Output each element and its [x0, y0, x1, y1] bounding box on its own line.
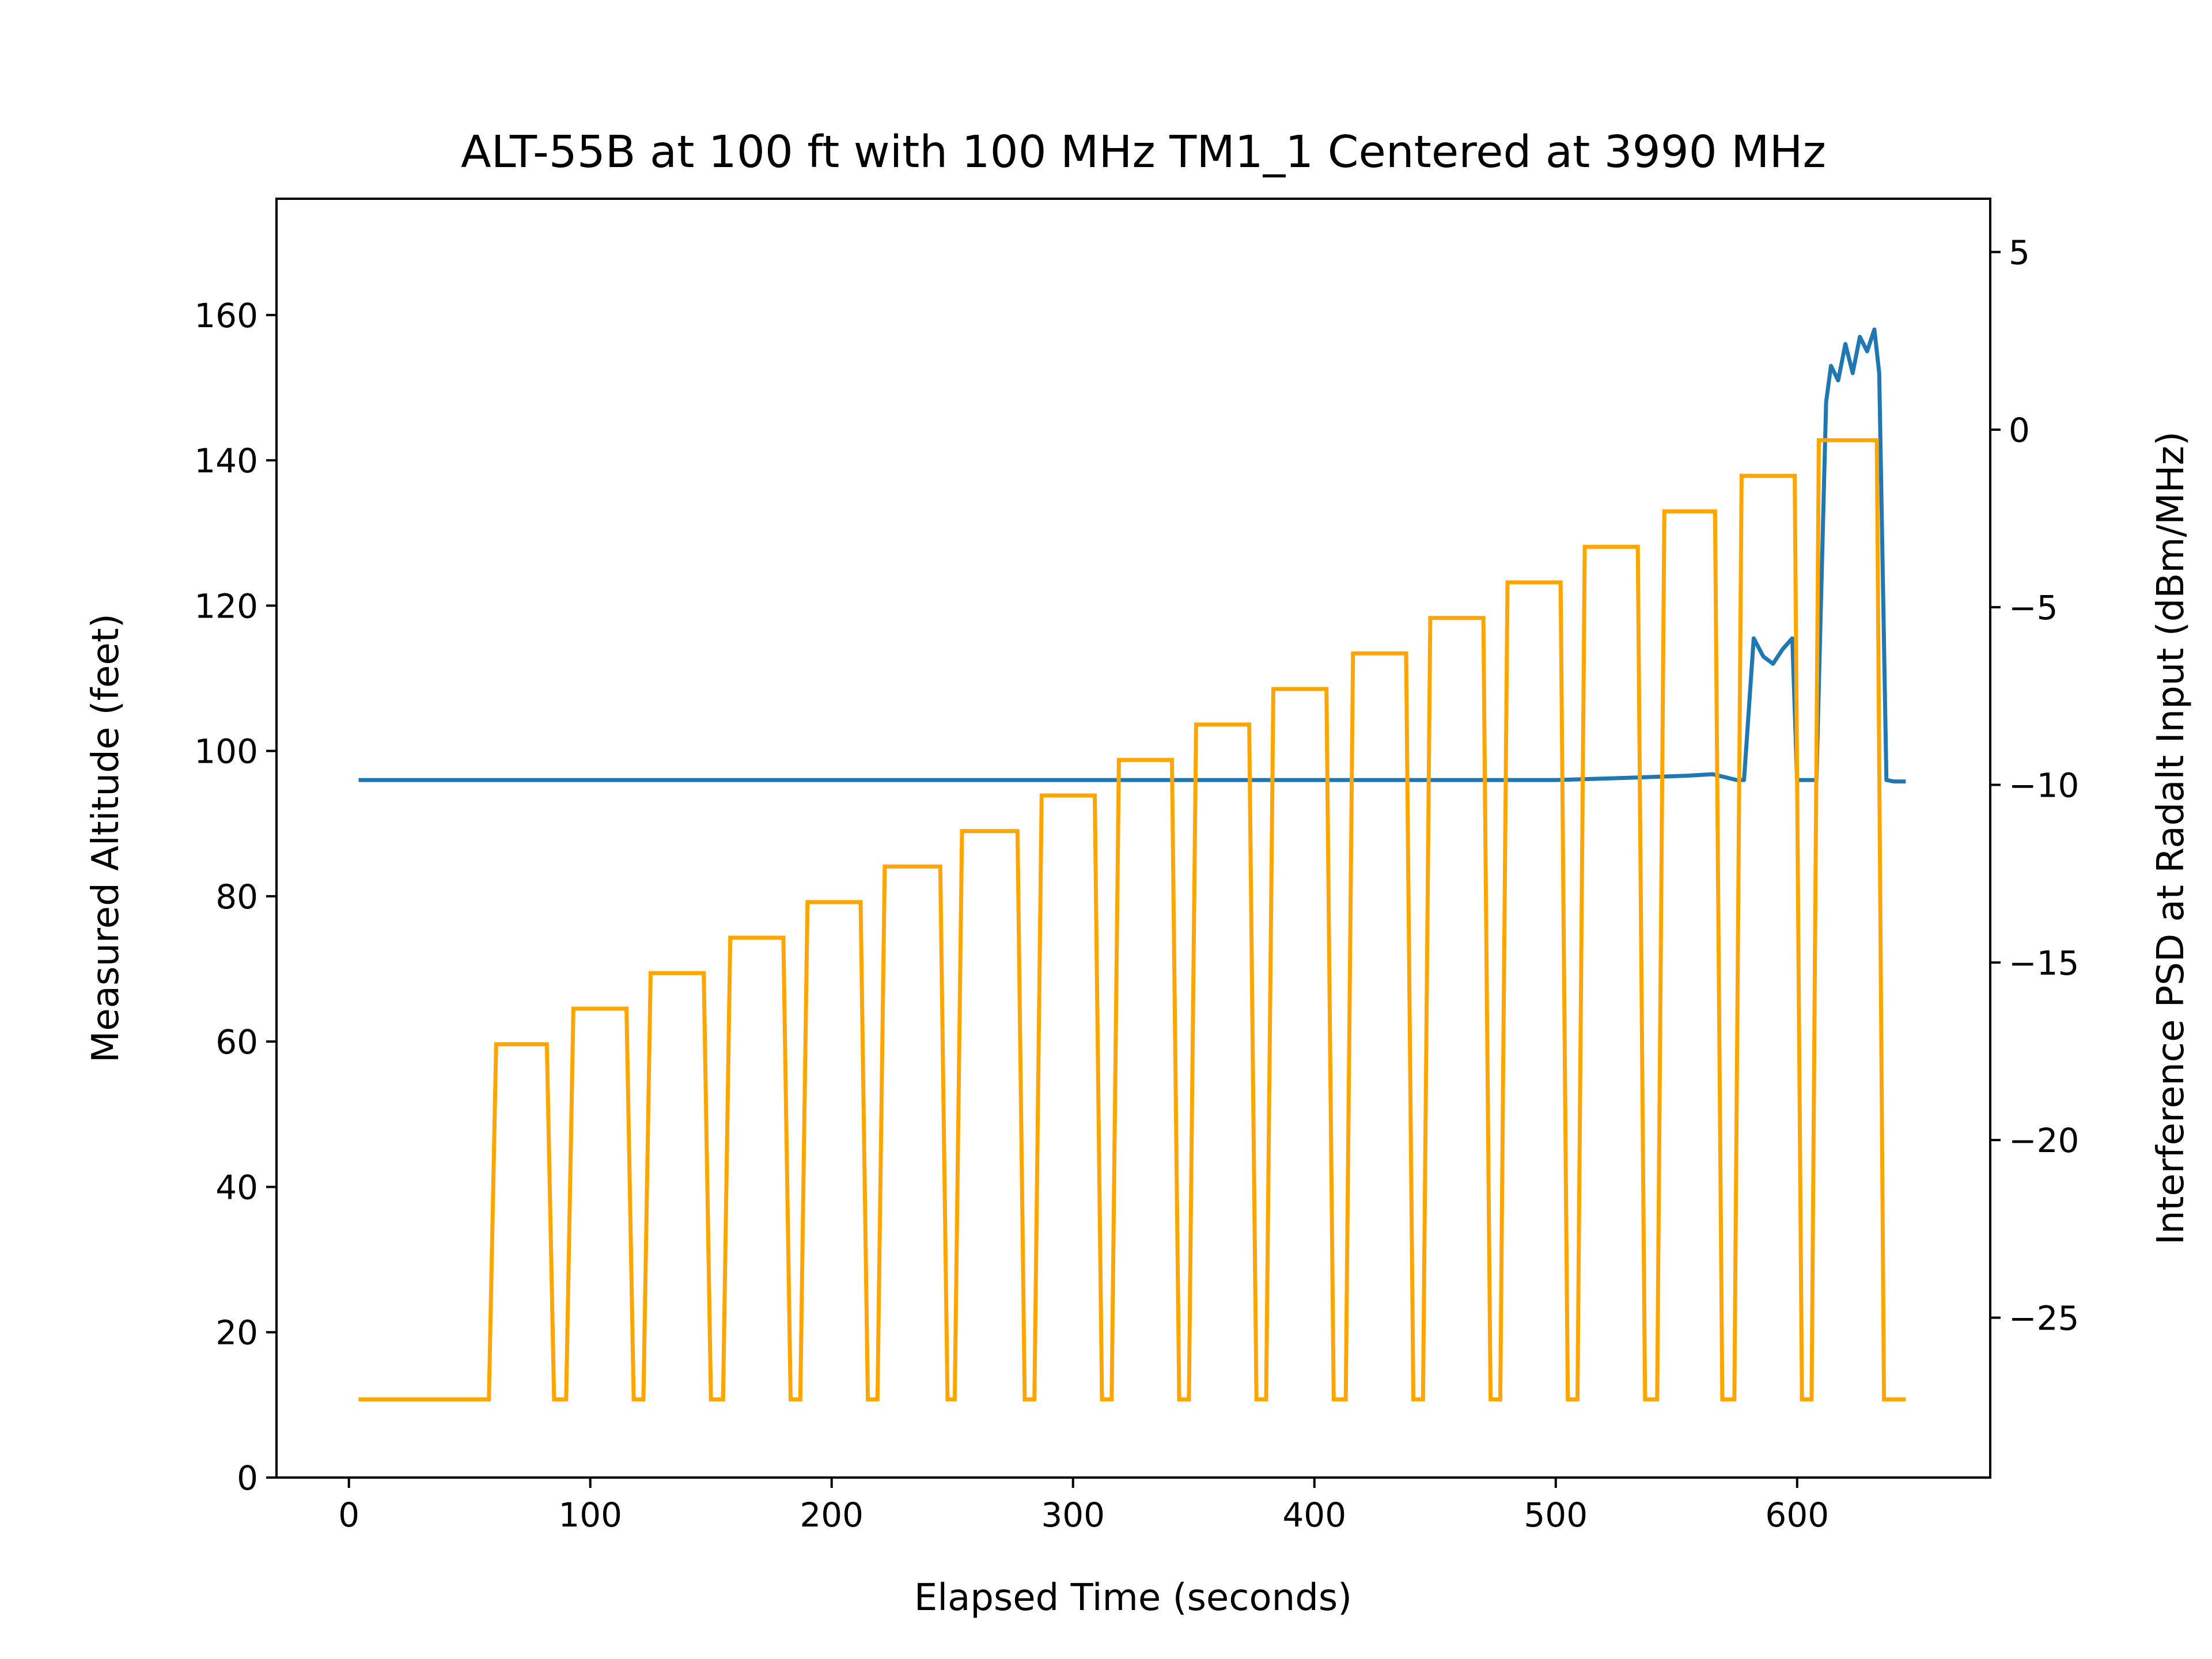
x-tick-label: 0 [338, 1495, 359, 1535]
series-line-interference-psd [358, 438, 1906, 1402]
y2-axis-title: Interference PSD at Radalt Input (dBm/MH… [2150, 431, 2192, 1245]
y-tick-label: 20 [215, 1313, 258, 1353]
x-tick-label: 500 [1524, 1495, 1588, 1535]
x-tick-label: 200 [800, 1495, 863, 1535]
y-tick-label: 60 [215, 1022, 258, 1062]
series-line-altitude [358, 327, 1906, 784]
x-axis-title: Elapsed Time (seconds) [914, 1577, 1352, 1619]
y-axis-ticks: 0 20 40 60 80 100 120 140 160 [194, 296, 276, 1498]
y-tick-label: 160 [194, 296, 258, 335]
x-tick-label: 400 [1282, 1495, 1346, 1535]
y-axis-title: Measured Altitude (feet) [85, 613, 127, 1063]
plot-lines [358, 327, 1906, 1402]
y2-tick-label: −20 [2009, 1121, 2079, 1160]
y2-axis-ticks: 5 0 −5 −10 −15 −20 −25 [1990, 233, 2079, 1338]
y2-tick-label: −10 [2009, 766, 2079, 805]
plot-frame [275, 198, 1991, 1479]
y2-tick-label: −15 [2009, 944, 2079, 983]
x-tick-label: 100 [558, 1495, 622, 1535]
x-tick-label: 600 [1765, 1495, 1829, 1535]
y2-tick-label: 5 [2009, 233, 2030, 272]
y-tick-label: 140 [194, 441, 258, 480]
y-tick-label: 120 [194, 586, 258, 626]
y-tick-label: 0 [237, 1459, 258, 1498]
y-tick-label: 40 [215, 1168, 258, 1207]
y2-tick-label: −5 [2009, 588, 2058, 627]
x-tick-label: 300 [1041, 1495, 1105, 1535]
y-tick-label: 80 [215, 877, 258, 916]
y2-tick-label: −25 [2009, 1299, 2079, 1338]
x-axis-ticks: 0 100 200 300 400 500 600 [338, 1478, 1829, 1535]
y2-tick-label: 0 [2009, 411, 2030, 450]
y-tick-label: 100 [194, 732, 258, 771]
chart-title: ALT-55B at 100 ft with 100 MHz TM1_1 Cen… [461, 127, 1826, 178]
